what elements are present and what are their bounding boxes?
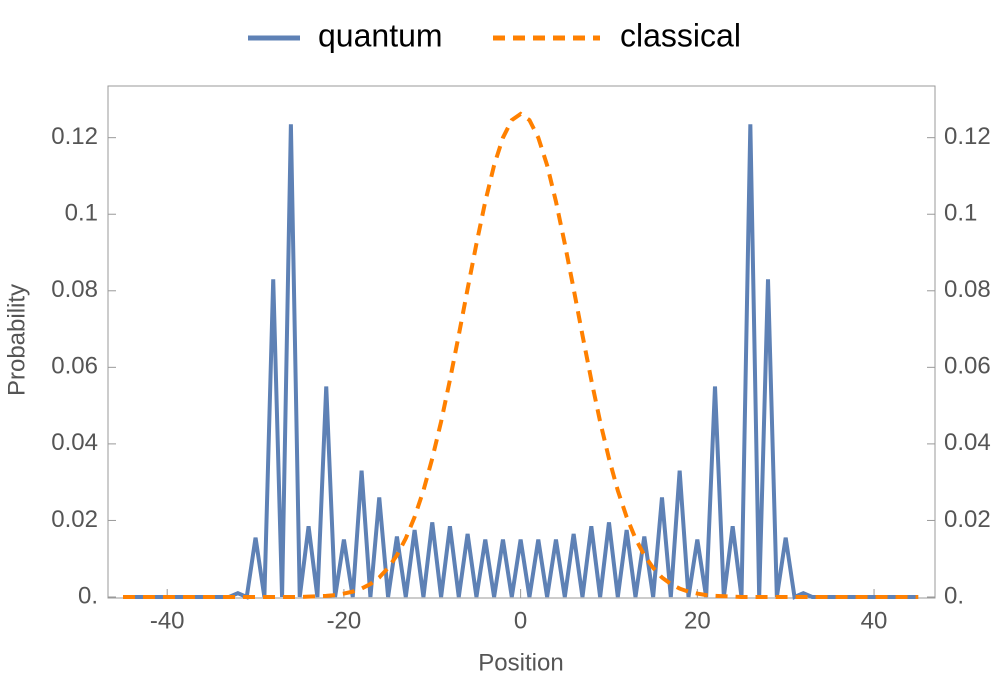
y-tick-label: 0.12 — [51, 123, 98, 150]
x-tick-label: 0 — [514, 607, 527, 634]
x-tick-label: 40 — [861, 607, 888, 634]
x-axis-title: Position — [478, 649, 563, 676]
legend-label: classical — [620, 17, 741, 53]
legend-label: quantum — [318, 17, 443, 53]
y-axis-title: Probability — [3, 284, 30, 396]
x-tick-label: -20 — [327, 607, 362, 634]
series-line — [123, 124, 919, 600]
y2-tick-label: 0.08 — [944, 276, 991, 303]
y2-tick-label: 0.12 — [944, 123, 991, 150]
x-tick-label: -40 — [150, 607, 185, 634]
plot-frame — [107, 85, 936, 599]
y-tick-label: 0.1 — [65, 200, 98, 227]
series-line — [123, 111, 919, 599]
y-tick-label: 0.06 — [51, 353, 98, 380]
legend: quantum classical — [248, 17, 741, 53]
y-tick-label: 0.02 — [51, 506, 98, 533]
y2-tick-label: 0.02 — [944, 506, 991, 533]
y-tick-label: 0.08 — [51, 276, 98, 303]
y2-tick-label: 0.06 — [944, 353, 991, 380]
y2-tick-label: 0. — [944, 582, 964, 609]
y-tick-label: 0.04 — [51, 429, 98, 456]
y2-tick-label: 0.1 — [944, 200, 977, 227]
x-tick-label: 20 — [684, 607, 711, 634]
y2-tick-label: 0.04 — [944, 429, 991, 456]
y-tick-label: 0. — [78, 582, 98, 609]
